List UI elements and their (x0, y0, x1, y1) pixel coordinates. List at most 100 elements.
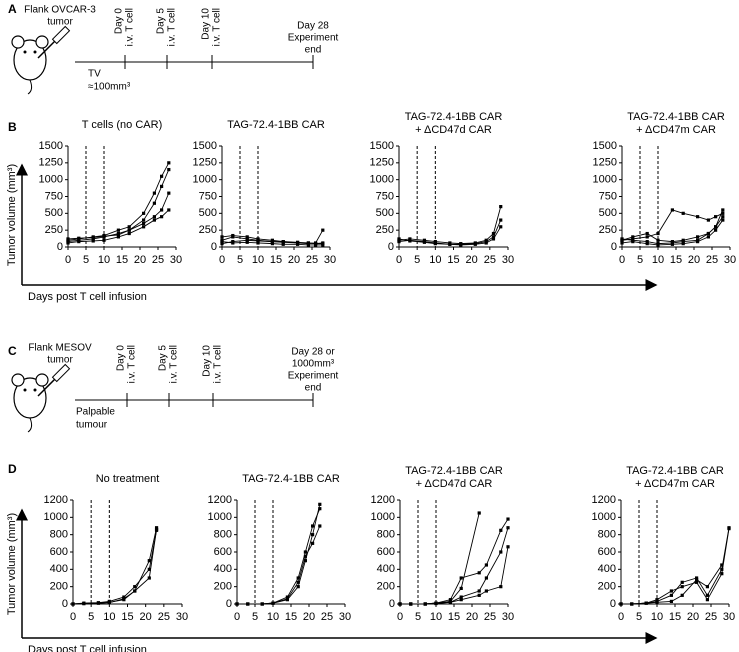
y-tick-label: 1200 (592, 494, 616, 506)
end-label: end (305, 383, 322, 394)
data-point (408, 239, 412, 243)
event-day: Day 10 (202, 345, 213, 377)
data-point (459, 576, 463, 580)
y-axis-title: Tumor volume (mm³) (6, 513, 18, 615)
data-point (397, 240, 401, 244)
series-line (72, 529, 158, 605)
event-label: i.v. T cell (213, 345, 224, 383)
data-point (620, 237, 624, 241)
data-point (245, 235, 249, 239)
chart-title: TAG-72.4-1BB CAR (227, 119, 325, 131)
y-tick-label: 250 (199, 224, 217, 236)
y-tick-label: 1000 (208, 511, 232, 523)
data-point (66, 237, 70, 241)
y-tick-label: 1500 (193, 140, 217, 152)
data-point (422, 240, 427, 244)
y-tick-label: 250 (599, 224, 617, 236)
y-tick-label: 0 (611, 241, 617, 253)
chart-title: TAG-72.4-1BB CAR (405, 465, 503, 477)
data-point (499, 205, 503, 209)
data-point (281, 242, 285, 246)
data-point (127, 228, 131, 232)
data-point (696, 215, 700, 219)
y-tick-label: 250 (376, 224, 394, 236)
x-tick-label: 0 (397, 611, 403, 623)
data-point (102, 238, 106, 242)
chart-subtitle: + ΔCD47m CAR (635, 478, 715, 490)
data-point (484, 576, 488, 580)
y-tick-label: 1500 (39, 140, 63, 152)
start-label: tumour (76, 420, 108, 431)
data-point (318, 502, 322, 506)
data-point (695, 578, 699, 582)
y-tick-label: 1000 (44, 511, 68, 523)
series-line (237, 525, 321, 605)
y-tick-label: 1000 (193, 174, 217, 186)
data-point (473, 242, 477, 246)
data-point (696, 235, 700, 239)
x-axis-title: Days post T cell infusion (28, 644, 147, 652)
data-point (720, 567, 724, 571)
x-tick-label: 30 (502, 611, 514, 623)
data-point (670, 208, 674, 212)
data-point (499, 218, 503, 222)
y-tick-label: 1250 (193, 157, 217, 169)
y-tick-label: 500 (376, 207, 394, 219)
data-point (499, 585, 503, 589)
data-point (721, 215, 725, 219)
data-point (477, 593, 481, 597)
y-tick-label: 0 (610, 598, 616, 610)
data-point (705, 593, 709, 597)
data-point (477, 589, 481, 593)
data-point (66, 241, 70, 245)
y-tick-label: 500 (45, 207, 63, 219)
data-point (484, 563, 488, 567)
data-point (620, 241, 624, 245)
x-tick-label: 15 (448, 611, 460, 623)
series-line (398, 226, 502, 246)
data-point (314, 243, 318, 247)
event-label: i.v. T cell (127, 345, 138, 383)
y-tick-label: 600 (377, 546, 395, 558)
x-tick-label: 20 (466, 254, 478, 266)
data-point (116, 228, 120, 232)
series-line (221, 241, 323, 246)
series-line (621, 527, 730, 605)
data-point (154, 526, 159, 530)
x-tick-label: 10 (429, 254, 441, 266)
y-tick-label: 400 (50, 563, 68, 575)
data-point (484, 241, 488, 245)
data-point (142, 218, 146, 222)
series-line (237, 508, 321, 605)
x-tick-label: 0 (219, 254, 225, 266)
start-label: TV (88, 69, 101, 80)
data-point (231, 241, 235, 245)
data-point (714, 225, 718, 229)
data-point (167, 161, 171, 165)
y-tick-label: 1000 (39, 174, 63, 186)
x-tick-label: 15 (447, 254, 459, 266)
data-point (681, 240, 685, 244)
data-point (491, 235, 496, 239)
data-point (499, 550, 503, 554)
data-point (303, 550, 307, 554)
series-line (400, 518, 509, 605)
data-point (160, 184, 164, 188)
data-point (619, 602, 623, 606)
chart-title: No treatment (96, 473, 160, 485)
data-point (147, 567, 151, 571)
data-point (669, 593, 673, 597)
data-point (147, 576, 151, 580)
data-point (116, 235, 120, 239)
data-point (321, 243, 325, 247)
series-line (621, 219, 724, 246)
data-point (321, 241, 325, 245)
data-point (152, 215, 156, 219)
data-point (433, 242, 437, 246)
data-point (491, 231, 496, 236)
x-tick-label: 25 (705, 611, 717, 623)
x-tick-label: 30 (724, 254, 736, 266)
y-tick-label: 200 (50, 581, 68, 593)
x-tick-label: 30 (324, 254, 336, 266)
y-tick-label: 600 (598, 546, 616, 558)
